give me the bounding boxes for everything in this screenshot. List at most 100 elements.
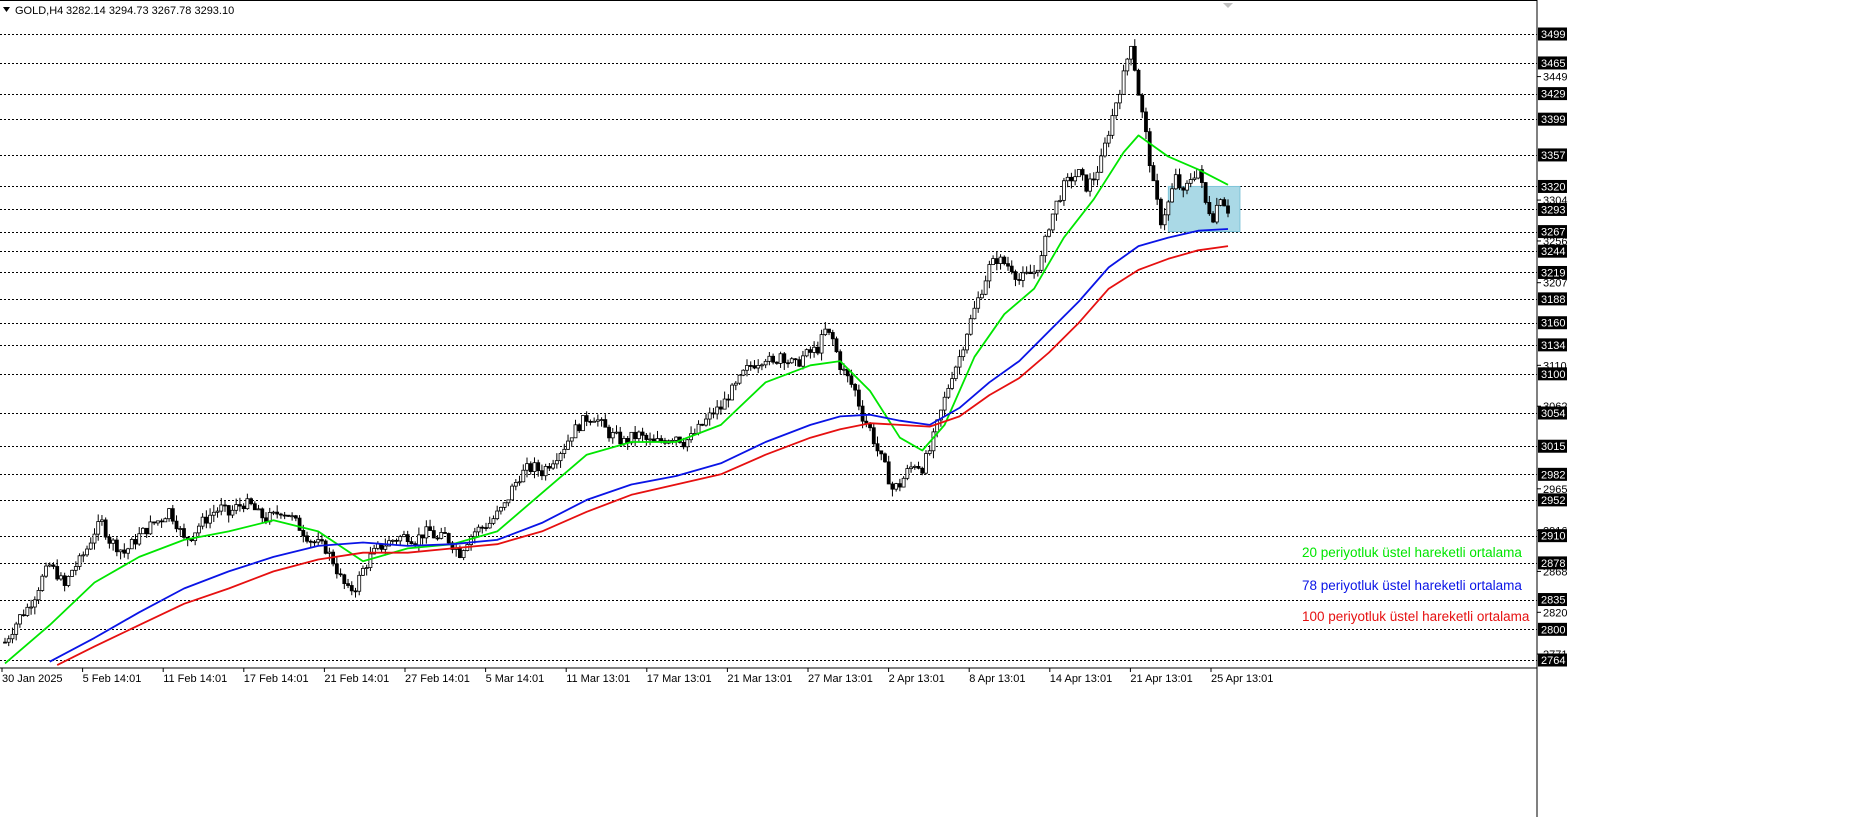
candle-body <box>584 415 589 422</box>
candle-body <box>1065 176 1070 182</box>
candle <box>1110 108 1115 139</box>
candle-body <box>897 483 902 488</box>
candle-body <box>573 424 578 439</box>
candle <box>178 525 183 536</box>
price-label-box <box>1538 338 1567 352</box>
candle-body <box>420 534 425 539</box>
candle-body <box>745 365 749 371</box>
candle <box>1006 256 1010 271</box>
candle-body <box>32 599 37 608</box>
candle <box>819 329 824 361</box>
candle-body <box>1177 174 1182 189</box>
candle <box>1144 107 1148 140</box>
price-label: 3499 <box>1541 29 1565 41</box>
candle-body <box>141 527 145 535</box>
candle <box>700 423 705 427</box>
candle-body <box>223 504 227 507</box>
candle-body <box>256 508 261 511</box>
candle-body <box>424 526 429 539</box>
candle-body <box>219 504 224 512</box>
price-label-box <box>1538 406 1567 420</box>
candle <box>334 556 339 579</box>
candle-body <box>614 431 619 434</box>
candle <box>10 627 15 644</box>
candle <box>461 549 466 561</box>
time-tick-label: 21 Mar 13:01 <box>727 673 792 685</box>
candle-body <box>778 353 783 364</box>
candle <box>1192 171 1197 182</box>
candle <box>297 515 302 531</box>
price-label: 3357 <box>1541 150 1565 162</box>
candle <box>711 407 716 419</box>
candle-body <box>245 498 250 510</box>
price-label: 2764 <box>1541 655 1565 667</box>
price-label: 3100 <box>1541 369 1565 381</box>
candle <box>170 504 175 525</box>
candle-body <box>1024 271 1029 274</box>
candle-body <box>495 510 500 520</box>
candle <box>957 349 962 375</box>
candle <box>21 609 26 617</box>
candle-body <box>428 526 432 531</box>
candle <box>797 356 802 368</box>
candle-body <box>249 498 253 505</box>
candle-body <box>793 358 798 361</box>
candle <box>968 314 973 336</box>
candle-body <box>1181 187 1186 191</box>
price-label-box <box>1538 27 1567 41</box>
candle <box>875 436 880 457</box>
candle <box>476 524 481 538</box>
candle-body <box>1047 229 1051 237</box>
candle <box>1211 211 1215 224</box>
candle-body <box>991 258 995 265</box>
candle-body <box>786 362 790 365</box>
price-label-box <box>1538 556 1567 570</box>
candle <box>308 539 313 548</box>
candle <box>730 383 734 401</box>
candle <box>252 501 257 511</box>
price-label-box <box>1538 529 1567 543</box>
candle <box>14 621 19 641</box>
candle-body <box>976 297 981 309</box>
price-label-box <box>1538 653 1567 667</box>
menu-triangle-icon[interactable] <box>3 7 10 12</box>
price-label-box <box>1538 179 1567 193</box>
candle <box>62 572 67 592</box>
candle-body <box>137 533 142 545</box>
candle <box>480 525 485 534</box>
candle <box>1024 266 1029 275</box>
price-tick-label: 2820 <box>1543 607 1567 619</box>
candle-body <box>238 504 242 507</box>
candle <box>1099 148 1104 173</box>
candle-body <box>774 361 779 364</box>
candle <box>1076 169 1081 178</box>
candle <box>282 511 287 520</box>
candle <box>1065 173 1070 188</box>
price-axis: 3449330432563207311030622965291628682820… <box>1537 27 1567 667</box>
candle-body <box>297 517 302 531</box>
price-label-box <box>1538 439 1567 453</box>
candle <box>353 587 358 598</box>
candle-body <box>189 539 194 542</box>
candle <box>420 534 425 545</box>
candle-body <box>372 547 377 555</box>
candle-body <box>797 359 802 367</box>
candle-body <box>636 431 641 440</box>
candle <box>182 523 186 540</box>
candle <box>286 514 291 517</box>
candle <box>174 515 179 533</box>
price-label-box <box>1538 148 1567 162</box>
candle <box>830 329 835 346</box>
candle <box>886 455 891 485</box>
candle <box>1136 68 1141 96</box>
time-tick-label: 5 Feb 14:01 <box>83 673 142 685</box>
shift-marker-icon[interactable] <box>1223 3 1233 8</box>
candle-body <box>756 365 761 369</box>
price-label: 3219 <box>1541 267 1565 279</box>
candle-body <box>808 349 813 353</box>
candle <box>733 381 738 391</box>
candle-body <box>733 382 738 386</box>
price-label: 3134 <box>1541 340 1565 352</box>
candle <box>1035 269 1040 277</box>
